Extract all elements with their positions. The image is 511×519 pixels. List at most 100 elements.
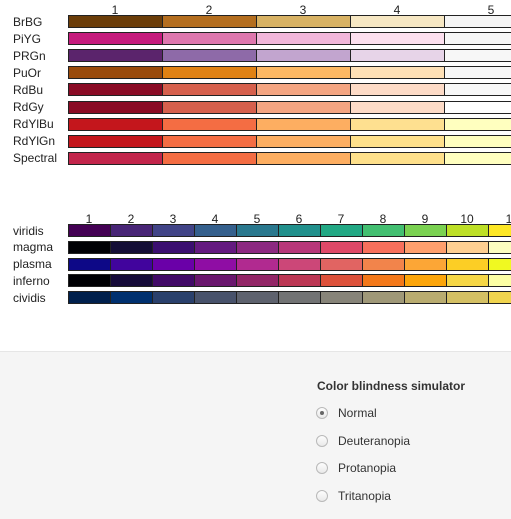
palette-swatch [68, 83, 163, 97]
palette-swatch [152, 240, 195, 254]
viridis-column-number: 8 [379, 212, 387, 226]
palette-swatch [444, 117, 511, 131]
palette-swatch [68, 66, 163, 80]
palette-swatch [278, 224, 321, 237]
viridis-column-number: 6 [295, 212, 303, 226]
palette-swatch [236, 291, 279, 305]
palette-swatch [256, 83, 351, 97]
palette-swatch [350, 151, 445, 165]
palette-swatch [350, 32, 445, 46]
palette-swatch [256, 100, 351, 114]
brewer-palette-label: Spectral [13, 151, 58, 166]
palette-swatch [320, 257, 363, 271]
palette-swatch [444, 100, 511, 114]
palette-swatch [362, 224, 405, 237]
palette-swatch [404, 257, 447, 271]
radio-option-normal[interactable]: Normal [316, 404, 377, 422]
palette-swatch [236, 240, 279, 254]
palette-swatch [256, 134, 351, 148]
palette-swatch [110, 274, 153, 288]
palette-swatch [404, 291, 447, 305]
brewer-column-number: 4 [393, 3, 401, 17]
radio-option-protanopia[interactable]: Protanopia [316, 459, 396, 477]
palette-swatch [446, 224, 489, 237]
palette-swatch [152, 224, 195, 237]
viridis-column-number: 5 [253, 212, 261, 226]
palette-swatch [162, 66, 257, 80]
palette-swatch [236, 224, 279, 237]
palette-swatch [152, 274, 195, 288]
radio-button[interactable] [316, 407, 328, 419]
radio-button[interactable] [316, 435, 328, 447]
brewer-palette-label: RdGy [13, 100, 44, 114]
palette-swatch [162, 32, 257, 46]
palette-swatch [278, 274, 321, 288]
palette-swatch [256, 151, 351, 165]
radio-label: Protanopia [338, 461, 397, 475]
palette-swatch [278, 291, 321, 305]
palette-swatch [162, 15, 257, 28]
palette-swatch [68, 224, 111, 237]
palette-swatch [362, 240, 405, 254]
palette-swatch [110, 240, 153, 254]
palette-swatch [110, 224, 153, 237]
brewer-column-number: 1 [111, 3, 119, 17]
palette-swatch [488, 224, 511, 237]
palette-swatch [488, 291, 511, 305]
palette-swatch [162, 100, 257, 114]
palette-swatch [350, 83, 445, 97]
viridis-palette-label: inferno [13, 273, 50, 288]
radio-option-deuteranopia[interactable]: Deuteranopia [316, 432, 410, 450]
palette-swatch [162, 151, 257, 165]
palette-swatch [444, 15, 511, 28]
radio-button[interactable] [316, 462, 328, 474]
palette-swatch [68, 32, 163, 46]
palette-swatch [68, 240, 111, 254]
palette-swatch [68, 134, 163, 148]
palette-swatch [320, 274, 363, 288]
palette-swatch [444, 49, 511, 63]
viridis-column-number: 10 [460, 212, 474, 226]
palette-swatch [68, 274, 111, 288]
palette-swatch [444, 134, 511, 148]
radio-label: Deuteranopia [338, 434, 411, 448]
radio-button[interactable] [316, 490, 328, 502]
palette-swatch [110, 257, 153, 271]
palette-swatch [68, 117, 163, 131]
palette-swatch [488, 274, 511, 288]
palette-swatch [194, 224, 237, 237]
palette-swatch [256, 15, 351, 28]
radio-option-tritanopia[interactable]: Tritanopia [316, 487, 391, 505]
brewer-palette-label: PuOr [13, 65, 42, 80]
brewer-palette-label: PRGn [13, 48, 46, 63]
palette-swatch [444, 83, 511, 97]
palette-swatch [404, 274, 447, 288]
palette-swatch [68, 151, 163, 165]
palette-swatch [320, 240, 363, 254]
brewer-column-number: 5 [487, 3, 495, 17]
palette-swatch [236, 257, 279, 271]
palette-swatch [446, 274, 489, 288]
viridis-palette-label: magma [13, 240, 54, 255]
brewer-palette-label: PiYG [13, 31, 42, 46]
brewer-column-number: 3 [299, 3, 307, 17]
palette-swatch [320, 291, 363, 305]
palette-swatch [278, 240, 321, 254]
palette-swatch [68, 257, 111, 271]
palette-swatch [278, 257, 321, 271]
viridis-column-number: 9 [421, 212, 429, 226]
viridis-palette-label: plasma [13, 257, 52, 272]
brewer-palette-label: RdYlBu [13, 117, 54, 132]
palette-swatch [68, 291, 111, 305]
radio-label: Tritanopia [338, 489, 391, 503]
palette-swatch [350, 100, 445, 114]
palette-swatch [152, 291, 195, 305]
palette-swatch [194, 257, 237, 271]
brewer-palette-label: BrBG [13, 14, 43, 29]
palette-swatch [194, 240, 237, 254]
palette-swatch [350, 134, 445, 148]
palette-swatch [488, 257, 511, 271]
brewer-column-number: 2 [205, 3, 213, 17]
radio-label: Normal [338, 406, 377, 420]
palette-swatch [256, 32, 351, 46]
